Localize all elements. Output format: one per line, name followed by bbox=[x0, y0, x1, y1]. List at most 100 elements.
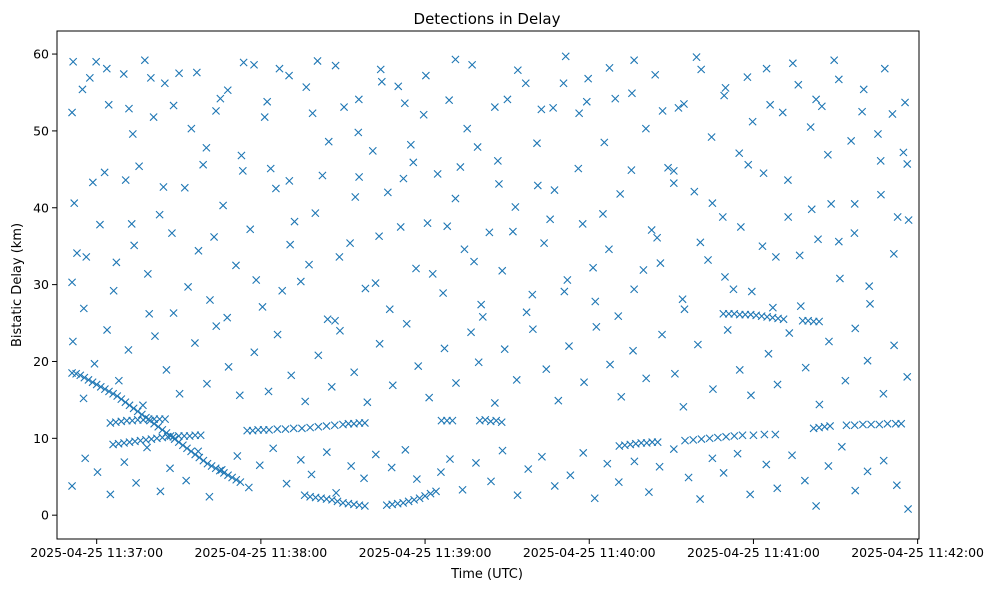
detection-point bbox=[847, 136, 856, 145]
detection-point bbox=[308, 109, 317, 118]
detection-point bbox=[713, 433, 722, 442]
detection-point bbox=[233, 452, 242, 460]
x-tick-label: 2025-04-25 11:38:00 bbox=[194, 545, 327, 560]
x-tick-label: 2025-04-25 11:37:00 bbox=[30, 545, 163, 560]
detection-point bbox=[120, 458, 129, 467]
detection-point bbox=[130, 241, 139, 250]
detection-point bbox=[282, 479, 291, 488]
detection-point bbox=[561, 52, 570, 61]
detection-point bbox=[443, 222, 452, 231]
detection-point bbox=[246, 225, 255, 234]
detection-point bbox=[219, 201, 228, 210]
detection-point bbox=[433, 169, 442, 178]
x-axis: 2025-04-25 11:37:00 2025-04-25 11:38:00 20… bbox=[30, 539, 984, 560]
detection-point bbox=[223, 313, 232, 322]
detection-point bbox=[590, 494, 599, 503]
detection-point bbox=[903, 372, 912, 381]
detection-point bbox=[127, 219, 136, 228]
detection-point bbox=[656, 259, 665, 268]
detection-point bbox=[858, 420, 867, 429]
detection-point bbox=[678, 295, 687, 304]
detection-point bbox=[306, 423, 315, 432]
detection-point bbox=[260, 113, 269, 122]
detection-point bbox=[498, 446, 507, 455]
detection-point bbox=[458, 485, 467, 494]
detection-point bbox=[658, 330, 667, 339]
y-tick-label: 0 bbox=[41, 508, 49, 523]
detection-point bbox=[194, 246, 203, 255]
detection-point bbox=[100, 168, 109, 177]
detection-point bbox=[766, 100, 775, 109]
detection-point bbox=[410, 495, 419, 504]
detection-point bbox=[281, 425, 290, 434]
detection-point bbox=[169, 309, 178, 318]
detection-point bbox=[311, 209, 320, 218]
detection-point bbox=[68, 278, 77, 287]
detection-point bbox=[733, 449, 742, 458]
detection-point bbox=[513, 66, 522, 75]
detection-point bbox=[69, 57, 78, 66]
detection-point bbox=[494, 179, 503, 188]
detection-point bbox=[371, 279, 380, 288]
detection-point bbox=[563, 276, 572, 284]
detection-point bbox=[360, 418, 369, 427]
detection-point bbox=[456, 163, 465, 172]
detection-point bbox=[800, 476, 809, 485]
detection-point bbox=[273, 425, 282, 434]
detection-point bbox=[796, 302, 805, 311]
detection-point bbox=[639, 266, 648, 275]
detection-point bbox=[346, 239, 355, 248]
detection-point bbox=[300, 491, 309, 500]
detection-point bbox=[837, 442, 846, 451]
detection-point bbox=[202, 143, 211, 152]
detection-point bbox=[124, 345, 133, 354]
detection-point bbox=[812, 95, 821, 104]
detection-point bbox=[707, 133, 716, 142]
detection-point bbox=[629, 346, 638, 355]
detection-point bbox=[692, 53, 701, 62]
detection-point bbox=[554, 396, 563, 405]
y-tick-label: 10 bbox=[33, 431, 49, 446]
detection-point bbox=[729, 285, 738, 294]
detection-point bbox=[477, 300, 486, 309]
detection-point bbox=[481, 415, 490, 424]
detection-point bbox=[307, 470, 316, 479]
x-axis-label: Time (UTC) bbox=[450, 567, 523, 582]
detection-point bbox=[903, 159, 912, 168]
detection-point bbox=[154, 422, 163, 431]
detection-point bbox=[448, 416, 457, 425]
detection-point bbox=[194, 447, 203, 456]
detection-point bbox=[79, 304, 88, 313]
detection-point bbox=[487, 477, 495, 486]
detection-point bbox=[684, 473, 693, 482]
detection-point bbox=[363, 398, 372, 407]
detection-point bbox=[355, 173, 364, 182]
detection-point bbox=[439, 289, 448, 298]
detection-point bbox=[263, 97, 272, 106]
detection-point bbox=[655, 462, 664, 471]
detection-point bbox=[647, 226, 656, 235]
detection-point bbox=[90, 359, 99, 368]
detection-point bbox=[92, 57, 101, 66]
detection-point bbox=[412, 264, 421, 273]
detection-point bbox=[651, 70, 660, 79]
detection-point bbox=[721, 83, 730, 92]
detection-point bbox=[114, 376, 123, 385]
detection-point bbox=[575, 109, 584, 118]
detection-point bbox=[807, 205, 816, 214]
detection-point bbox=[426, 489, 435, 498]
detection-point bbox=[258, 302, 267, 311]
detection-point bbox=[217, 465, 226, 474]
detection-point bbox=[893, 212, 902, 221]
detection-point bbox=[604, 245, 613, 254]
detection-point bbox=[199, 160, 208, 169]
detection-point bbox=[722, 432, 731, 441]
detection-point bbox=[758, 242, 767, 251]
detection-point bbox=[835, 274, 844, 283]
detection-point bbox=[332, 488, 341, 497]
detection-point bbox=[409, 158, 418, 167]
detection-point bbox=[823, 150, 832, 159]
detection-point bbox=[314, 422, 323, 431]
detection-point bbox=[738, 431, 747, 440]
